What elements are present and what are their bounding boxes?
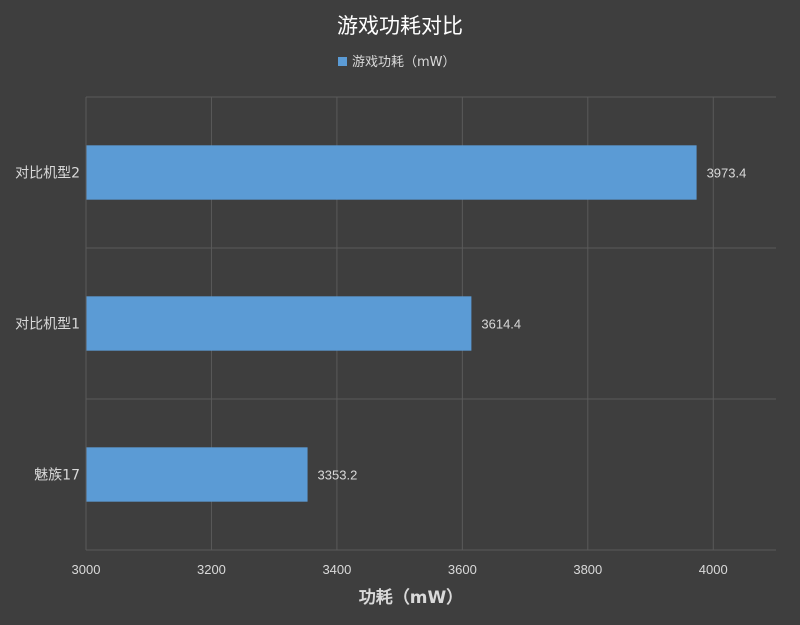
- data-label: 3614.4: [481, 317, 521, 332]
- chart-title: 游戏功耗对比: [337, 14, 463, 38]
- data-label: 3973.4: [707, 166, 747, 181]
- x-tick-label: 3800: [573, 562, 602, 577]
- x-axis-title: 功耗（mW）: [359, 587, 463, 608]
- x-tick-label: 3600: [448, 562, 477, 577]
- x-tick-label: 3400: [322, 562, 351, 577]
- data-label: 3353.2: [318, 468, 358, 483]
- x-tick-label: 4000: [699, 562, 728, 577]
- legend: 游戏功耗（mW）: [338, 55, 456, 70]
- bar: [86, 447, 308, 502]
- bar: [86, 296, 472, 351]
- category-label: 对比机型1: [15, 317, 80, 333]
- category-label: 魅族17: [34, 468, 80, 484]
- axes: 3000 3200 3400 3600 3800 4000 对比机型2 对比机型1 魅族17: [15, 97, 728, 577]
- category-label: 对比机型2: [15, 166, 80, 182]
- bar: [86, 145, 697, 200]
- legend-label: 游戏功耗（mW）: [352, 55, 456, 70]
- legend-swatch: [338, 57, 347, 66]
- bars: 3973.4 3614.4 3353.2: [86, 145, 747, 502]
- x-tick-label: 3000: [72, 562, 101, 577]
- x-tick-label: 3200: [197, 562, 226, 577]
